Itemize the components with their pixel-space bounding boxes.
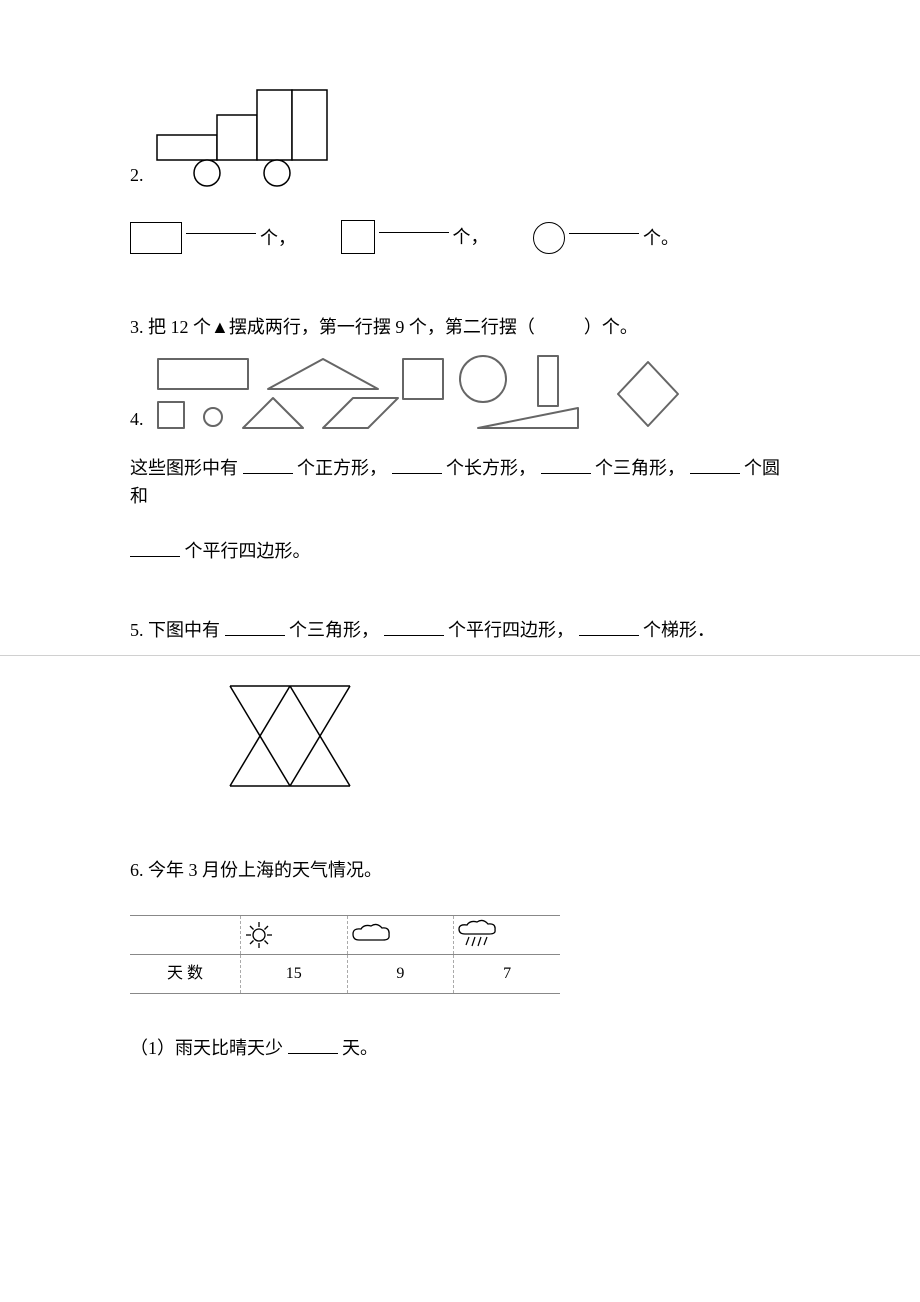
circle-icon xyxy=(533,222,565,254)
q2-rect-blank xyxy=(186,232,256,234)
q5-t3: 个梯形． xyxy=(643,620,715,640)
q4-blank-para xyxy=(130,538,180,557)
q3-number: 3. xyxy=(130,317,144,337)
q4-l1-t0: 这些图形中有 xyxy=(130,458,238,478)
q2-rect-label: 个， xyxy=(260,224,296,253)
weather-header-row xyxy=(130,915,560,954)
q6-title-row: 6. 今年 3 月份上海的天气情况。 xyxy=(130,856,790,885)
q5-row: 5. 下图中有 个三角形， 个平行四边形， 个梯形． xyxy=(130,616,790,645)
q6-sub1: （1）雨天比晴天少 天。 xyxy=(130,1034,790,1063)
weather-rainy-icon-cell xyxy=(454,915,560,954)
rain-icon xyxy=(455,919,499,951)
q6-sub1-blank xyxy=(288,1035,338,1054)
q5-blank-tri xyxy=(225,617,285,636)
q6-sub1-suffix: 天。 xyxy=(342,1038,378,1058)
square-icon xyxy=(341,220,375,254)
q6-number: 6. xyxy=(130,860,144,880)
q2-square-label: 个， xyxy=(453,223,489,252)
q3-row: 3. 把 12 个▲摆成两行，第一行摆 9 个，第二行摆（ ）个。 xyxy=(130,313,790,342)
q6-sub1-prefix: （1）雨天比晴天少 xyxy=(130,1038,283,1058)
q2-square-blank xyxy=(379,231,449,233)
q5-t2: 个平行四边形， xyxy=(448,620,574,640)
q2-rect-group: 个， xyxy=(130,222,296,254)
weather-table: 天 数 15 9 7 xyxy=(130,915,560,994)
cloud-icon xyxy=(349,922,393,948)
sun-icon xyxy=(242,920,276,950)
q2-row: 2. xyxy=(130,80,790,190)
q4-blank-circ xyxy=(690,455,740,474)
q2-square-group: 个， xyxy=(341,220,489,254)
weather-rainy-val: 7 xyxy=(454,954,560,993)
q5-number: 5. xyxy=(130,620,144,640)
q4-shapes-figure xyxy=(148,354,693,434)
q2-answer-row: 个， 个， 个。 xyxy=(130,220,790,263)
q2-number: 2. xyxy=(130,161,144,190)
weather-data-row: 天 数 15 9 7 xyxy=(130,954,560,993)
q5-blank-para xyxy=(384,617,444,636)
q4-number: 4. xyxy=(130,405,144,434)
q2-circle-label: 个。 xyxy=(643,224,679,253)
q5-blank-trap xyxy=(579,617,639,636)
q4-blank-sq xyxy=(243,455,293,474)
weather-cloudy-icon-cell xyxy=(347,915,454,954)
q4-row: 4. xyxy=(130,354,790,434)
separator-line xyxy=(0,655,920,656)
q2-circle-blank xyxy=(569,232,639,234)
weather-sunny-icon-cell xyxy=(241,915,348,954)
q4-blank-rect xyxy=(392,455,442,474)
q5-figure xyxy=(220,676,360,796)
q4-line1: 这些图形中有 个正方形， 个长方形， 个三角形， 个圆和 xyxy=(130,454,790,512)
q4-l1-t1: 个正方形， xyxy=(297,458,387,478)
q3-text-before: 把 12 个▲摆成两行，第一行摆 9 个，第二行摆（ xyxy=(148,317,535,337)
q4-l1-t2: 个长方形， xyxy=(446,458,536,478)
weather-row-label: 天 数 xyxy=(130,954,241,993)
weather-cloudy-val: 9 xyxy=(347,954,454,993)
q2-truck-figure xyxy=(152,80,342,190)
q3-text-after: ）个。 xyxy=(584,317,638,337)
q2-circle-group: 个。 xyxy=(533,222,679,254)
page-root: 2. 个， 个， 个。 3. 把 12 个▲摆成两行，第一行摆 9 个，第二行摆… xyxy=(0,0,920,1302)
q4-line2: 个平行四边形。 xyxy=(130,537,790,566)
q5-t0: 下图中有 xyxy=(148,620,220,640)
q5-figure-wrap xyxy=(220,676,790,796)
q4-l1-t3: 个三角形， xyxy=(595,458,685,478)
weather-header-blank xyxy=(130,915,241,954)
q4-l2-t0: 个平行四边形。 xyxy=(185,541,311,561)
q5-t1: 个三角形， xyxy=(289,620,379,640)
weather-sunny-val: 15 xyxy=(241,954,348,993)
rectangle-icon xyxy=(130,222,182,254)
q6-title: 今年 3 月份上海的天气情况。 xyxy=(148,860,382,880)
q4-blank-tri xyxy=(541,455,591,474)
